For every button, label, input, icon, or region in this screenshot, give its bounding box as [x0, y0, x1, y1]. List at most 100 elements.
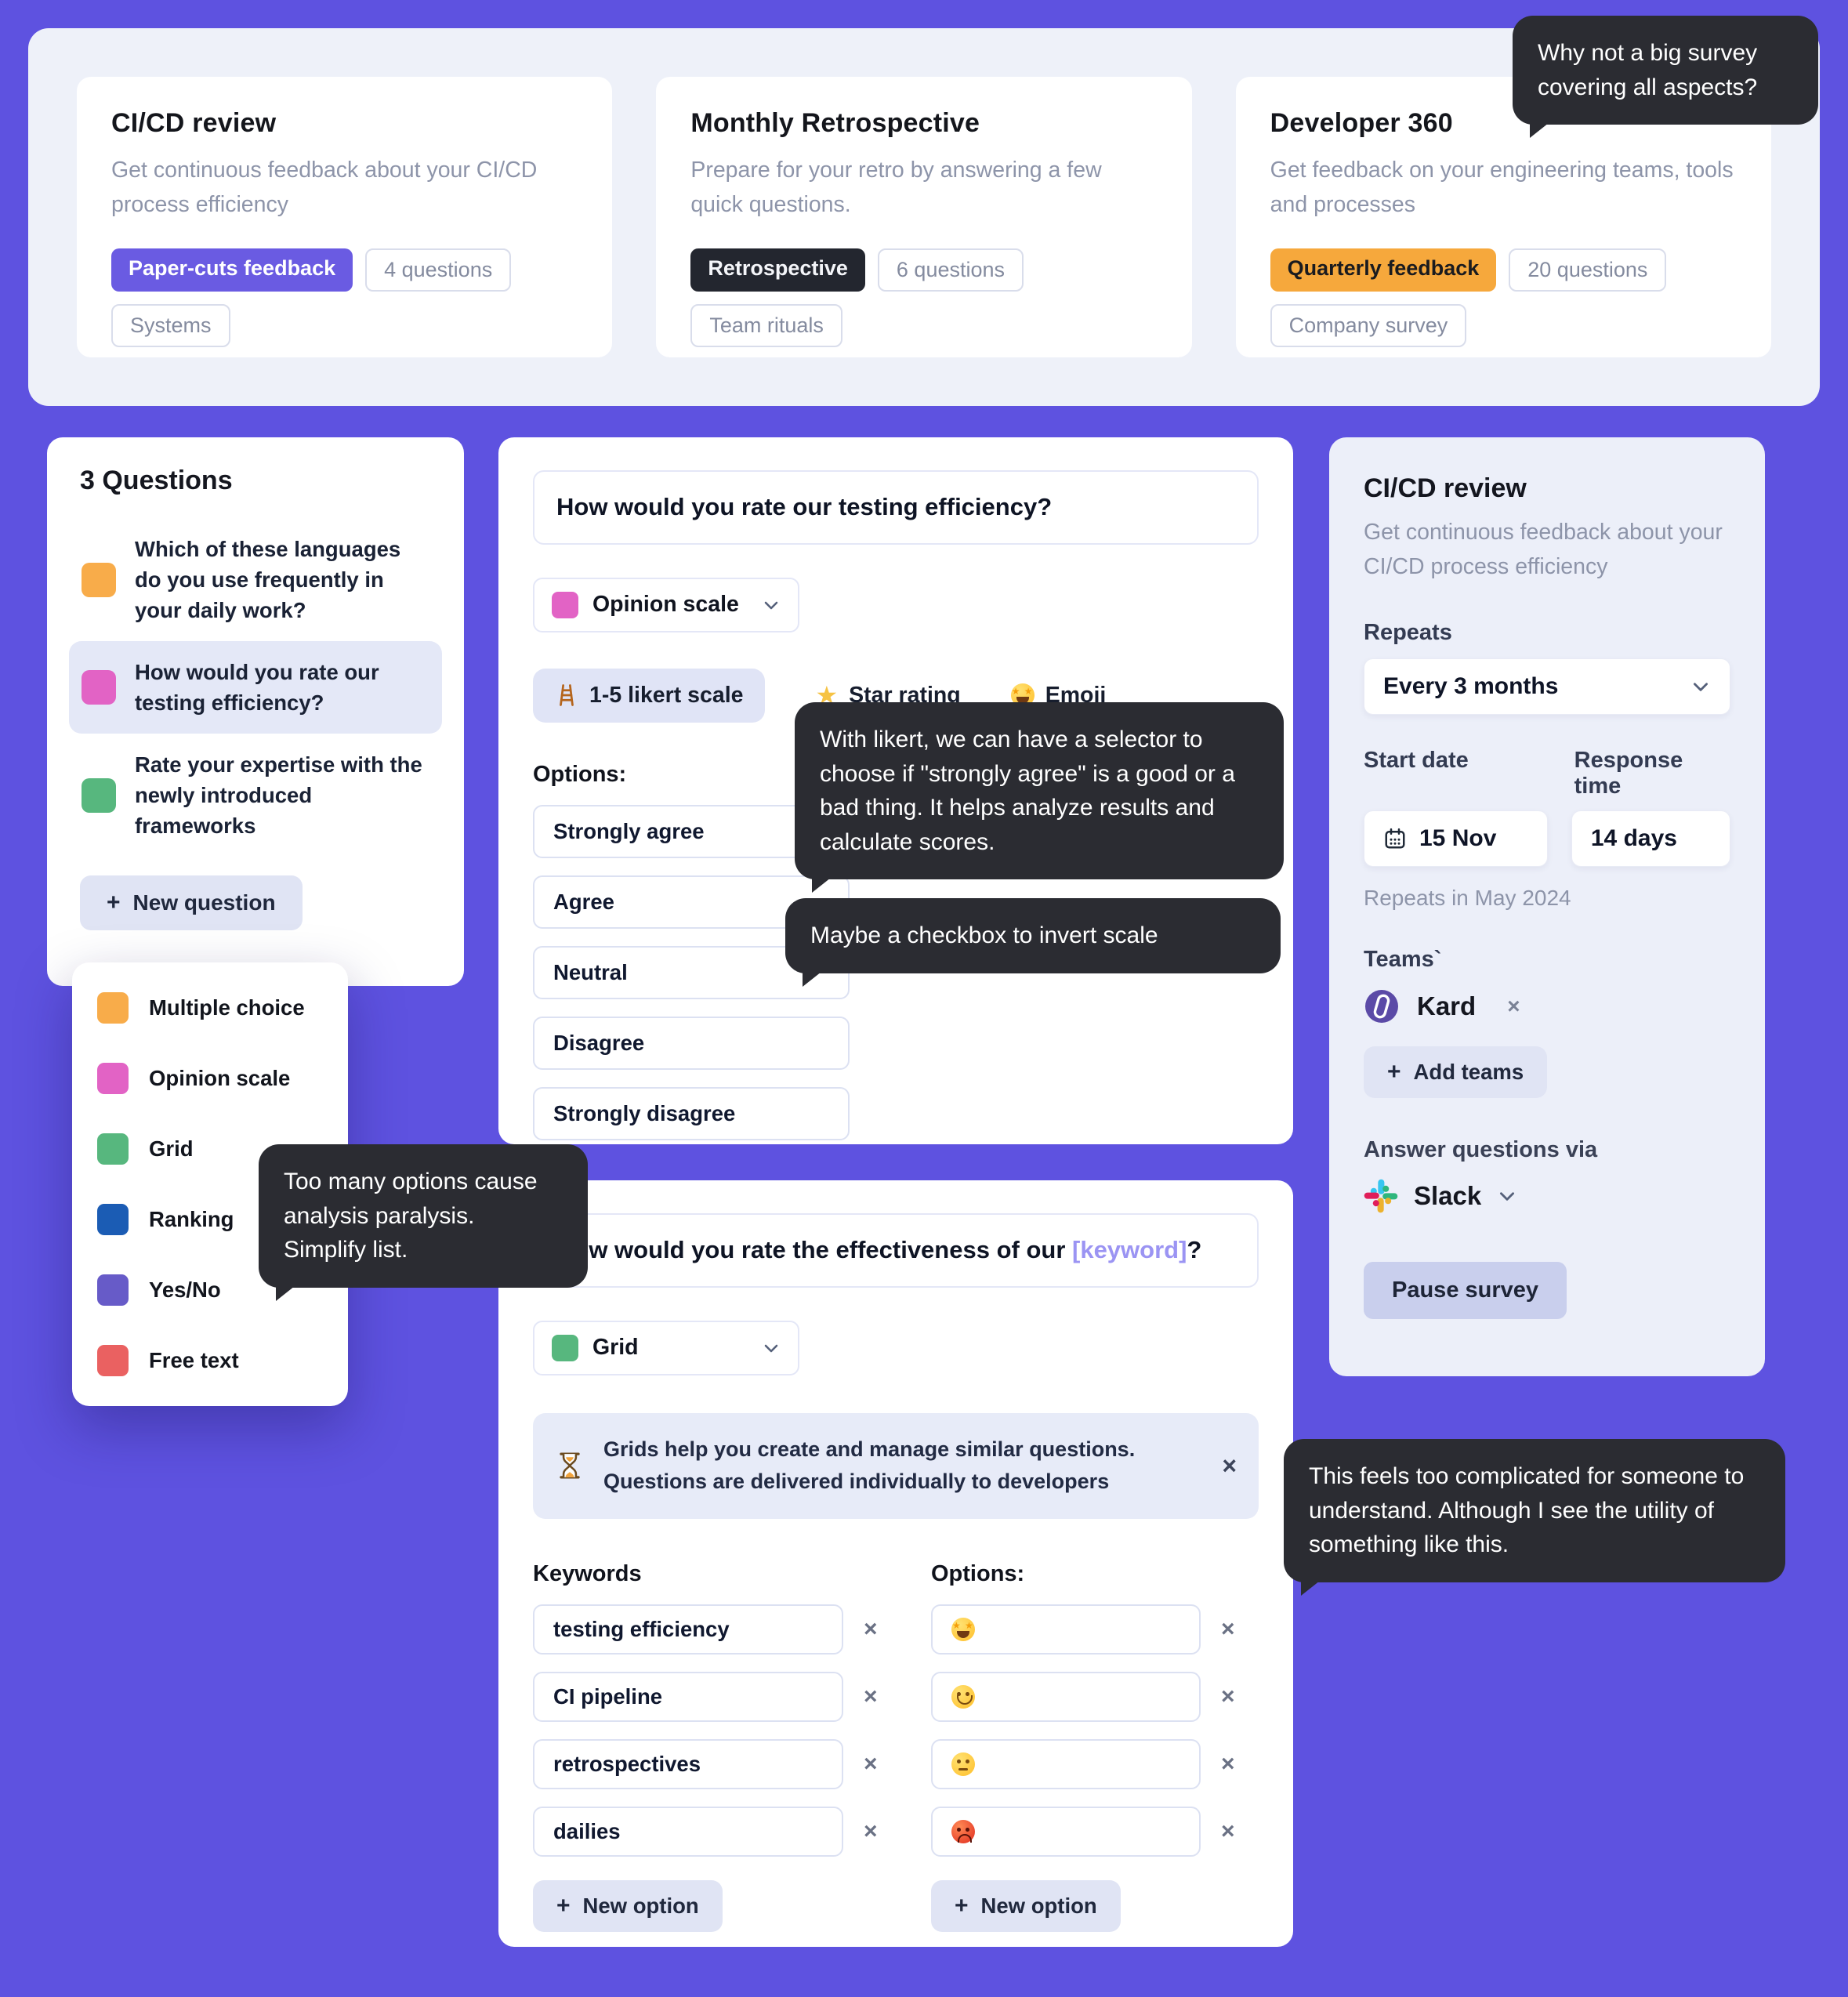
question-item-frameworks[interactable]: Rate your expertise with the newly intro…: [69, 734, 442, 857]
new-keyword-button[interactable]: + New option: [533, 1880, 723, 1933]
dropdown-item-label: Opinion scale: [149, 1066, 291, 1090]
remove-team-icon[interactable]: ×: [1507, 994, 1520, 1019]
tag[interactable]: Company survey: [1270, 304, 1467, 348]
dropdown-item-label: Grid: [149, 1136, 194, 1161]
template-card-dev360[interactable]: Developer 360 Get feedback on your engin…: [1235, 77, 1771, 357]
new-question-label: New question: [132, 890, 276, 915]
question-editor-grid: How would you rate the effectiveness of …: [498, 1180, 1293, 1947]
team-name: Kard: [1417, 991, 1477, 1021]
option-input-disagree[interactable]: Disagree: [533, 1016, 850, 1070]
remove-icon[interactable]: ×: [864, 1683, 878, 1710]
channel-select-slack[interactable]: Slack: [1364, 1179, 1730, 1213]
tab-likert-scale[interactable]: 1-5 likert scale: [533, 668, 766, 723]
question-type-select[interactable]: Grid: [533, 1320, 799, 1375]
question-type-value: Opinion scale: [592, 592, 739, 617]
neutral-emoji-input[interactable]: [931, 1739, 1201, 1790]
remove-icon[interactable]: ×: [1221, 1616, 1235, 1643]
question-title-input[interactable]: How would you rate our testing efficienc…: [533, 470, 1259, 545]
tag[interactable]: Retrospective: [690, 248, 865, 292]
card-description: Prepare for your retro by answering a fe…: [690, 158, 1102, 218]
add-teams-button[interactable]: + Add teams: [1364, 1046, 1548, 1099]
tag[interactable]: 20 questions: [1509, 248, 1667, 292]
keyword-row: testing efficiency ×: [533, 1604, 931, 1655]
question-item-testing-efficiency[interactable]: How would you rate our testing efficienc…: [69, 641, 442, 734]
start-date-label: Start date: [1364, 748, 1469, 774]
remove-icon[interactable]: ×: [1221, 1818, 1235, 1845]
question-title-input[interactable]: How would you rate the effectiveness of …: [533, 1213, 1259, 1288]
tag[interactable]: Team rituals: [690, 304, 842, 348]
remove-icon[interactable]: ×: [1221, 1751, 1235, 1778]
opinion-scale-color-icon: [82, 670, 116, 705]
dropdown-item-grid[interactable]: Grid: [97, 1133, 323, 1165]
angry-emoji-input[interactable]: [931, 1807, 1201, 1857]
comment-big-survey: Why not a big survey covering all aspect…: [1513, 16, 1818, 138]
remove-icon[interactable]: ×: [864, 1751, 878, 1778]
opinion-scale-color-icon: [552, 591, 578, 618]
pause-survey-button[interactable]: Pause survey: [1364, 1262, 1567, 1320]
card-title: CI/CD review: [111, 108, 277, 138]
keyword-row: CI pipeline ×: [533, 1672, 931, 1723]
grid-info-text: Grids help you create and manage similar…: [603, 1437, 1136, 1494]
new-emoji-option-button[interactable]: + New option: [931, 1880, 1121, 1933]
tag[interactable]: 6 questions: [877, 248, 1024, 292]
remove-icon[interactable]: ×: [864, 1818, 878, 1845]
close-icon[interactable]: ×: [1222, 1451, 1237, 1480]
dropdown-item-yes-no[interactable]: Yes/No: [97, 1274, 323, 1306]
option-input-strongly-disagree[interactable]: Strongly disagree: [533, 1086, 850, 1140]
card-tags: Paper-cuts feedback 4 questions Systems: [111, 248, 578, 348]
add-teams-label: Add teams: [1413, 1060, 1524, 1085]
answer-via-label: Answer questions via: [1364, 1137, 1598, 1163]
new-question-button[interactable]: + New question: [80, 875, 303, 931]
ladder-icon: [560, 684, 574, 706]
new-option-label: New option: [582, 1894, 699, 1919]
card-title: Monthly Retrospective: [690, 108, 980, 138]
emoji-option-row: ×: [931, 1672, 1259, 1723]
plus-icon: +: [556, 1893, 571, 1919]
dropdown-item-free-text[interactable]: Free text: [97, 1345, 323, 1376]
grid-color-icon: [82, 777, 116, 813]
star-struck-emoji-icon: [951, 1618, 975, 1642]
template-card-cicd[interactable]: CI/CD review Get continuous feedback abo…: [77, 77, 613, 357]
emoji-options-column: Options: × × ×: [931, 1561, 1259, 1933]
chevron-down-icon: [1500, 1192, 1515, 1201]
teams-label: Teams`: [1364, 947, 1442, 973]
keyword-input[interactable]: testing efficiency: [533, 1604, 843, 1655]
tag[interactable]: 4 questions: [365, 248, 512, 292]
tag[interactable]: Paper-cuts feedback: [111, 248, 353, 292]
comment-too-many-options: Too many options cause analysis paralysi…: [259, 1144, 588, 1300]
question-type-select[interactable]: Opinion scale: [533, 577, 799, 632]
emoji-option-input[interactable]: [931, 1604, 1201, 1655]
channel-value: Slack: [1414, 1181, 1482, 1211]
repeats-select[interactable]: Every 3 months: [1364, 658, 1730, 716]
questions-panel: 3 Questions Which of these languages do …: [47, 437, 464, 986]
emoji-option-row: ×: [931, 1807, 1259, 1857]
kard-logo: [1365, 990, 1398, 1024]
question-text-prefix: How would you rate the effectiveness of …: [556, 1236, 1072, 1263]
response-time-input[interactable]: 14 days: [1571, 810, 1730, 868]
dropdown-item-ranking[interactable]: Ranking: [97, 1204, 323, 1235]
keyword-input[interactable]: retrospectives: [533, 1739, 843, 1790]
template-card-retro[interactable]: Monthly Retrospective Prepare for your r…: [656, 77, 1192, 357]
smiling-emoji-input[interactable]: [931, 1672, 1201, 1723]
comment-invert-scale: Maybe a checkbox to invert scale: [785, 898, 1281, 986]
question-item-label: Rate your expertise with the newly intro…: [135, 752, 422, 839]
comment-too-complicated: This feels too complicated for someone t…: [1284, 1439, 1785, 1595]
dropdown-item-multiple-choice[interactable]: Multiple choice: [97, 992, 323, 1024]
start-date-value: 15 Nov: [1419, 825, 1497, 852]
ranking-color-icon: [97, 1204, 129, 1235]
keyword-input[interactable]: CI pipeline: [533, 1672, 843, 1723]
keyword-input[interactable]: dailies: [533, 1807, 843, 1857]
date-labels-row: Start date Response time: [1364, 748, 1730, 799]
question-item-languages[interactable]: Which of these languages do you use freq…: [69, 518, 442, 641]
card-title: Developer 360: [1270, 108, 1453, 138]
grid-color-icon: [97, 1133, 129, 1165]
chevron-down-icon: [1694, 683, 1708, 692]
tag[interactable]: Systems: [111, 304, 230, 348]
remove-icon[interactable]: ×: [1221, 1683, 1235, 1710]
multiple-choice-color-icon: [82, 562, 116, 597]
dropdown-item-opinion-scale[interactable]: Opinion scale: [97, 1063, 323, 1094]
remove-icon[interactable]: ×: [864, 1616, 878, 1643]
tag[interactable]: Quarterly feedback: [1270, 248, 1497, 292]
start-date-input[interactable]: 15 Nov: [1364, 810, 1548, 868]
options-label: Options:: [931, 1561, 1025, 1587]
